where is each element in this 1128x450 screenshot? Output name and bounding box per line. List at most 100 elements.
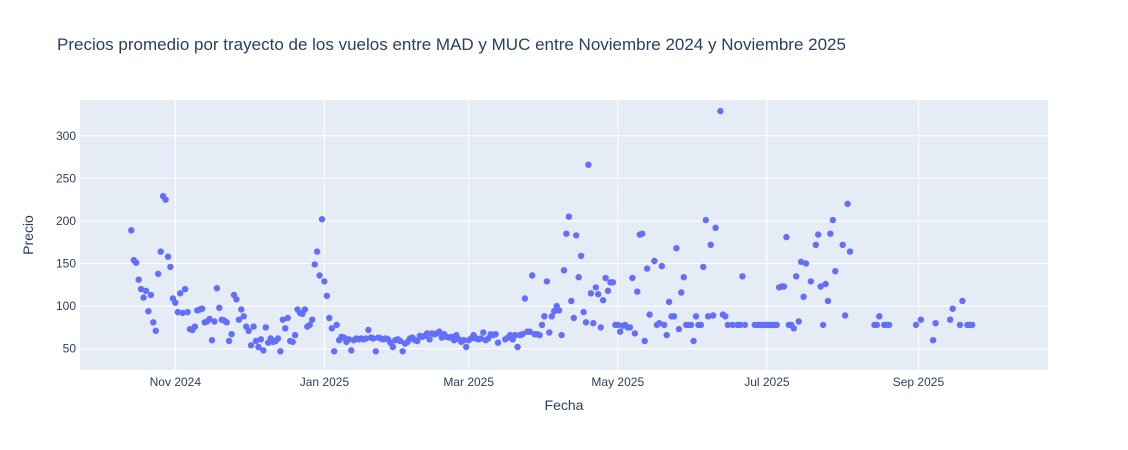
data-point[interactable] — [492, 331, 499, 338]
data-point[interactable] — [309, 316, 316, 323]
data-point[interactable] — [634, 288, 641, 295]
data-point[interactable] — [152, 327, 159, 334]
data-point[interactable] — [208, 337, 216, 344]
data-point[interactable] — [480, 329, 487, 336]
data-point[interactable] — [514, 343, 521, 351]
data-point[interactable] — [797, 258, 805, 265]
data-point[interactable] — [284, 314, 291, 322]
data-point[interactable] — [526, 328, 533, 335]
data-point[interactable] — [602, 274, 609, 282]
data-point[interactable] — [580, 308, 587, 316]
data-point[interactable] — [827, 230, 834, 237]
data-point[interactable] — [279, 316, 287, 323]
data-point[interactable] — [705, 313, 712, 320]
data-point[interactable] — [326, 314, 333, 322]
data-point[interactable] — [575, 274, 582, 281]
data-point[interactable] — [157, 248, 164, 255]
data-point[interactable] — [538, 321, 546, 329]
data-point[interactable] — [233, 296, 240, 303]
data-point[interactable] — [656, 320, 663, 327]
data-point[interactable] — [947, 316, 954, 323]
data-point[interactable] — [348, 347, 355, 354]
data-point[interactable] — [463, 343, 470, 351]
data-point[interactable] — [739, 273, 746, 280]
data-point[interactable] — [917, 316, 925, 323]
data-point[interactable] — [690, 337, 697, 345]
data-point[interactable] — [570, 314, 577, 322]
data-point[interactable] — [155, 270, 162, 277]
data-point[interactable] — [807, 278, 815, 285]
data-point[interactable] — [274, 335, 282, 342]
data-point[interactable] — [741, 321, 749, 329]
data-point[interactable] — [795, 318, 802, 325]
data-point[interactable] — [812, 241, 819, 248]
data-point[interactable] — [140, 294, 147, 301]
data-point[interactable] — [565, 213, 573, 220]
data-point[interactable] — [306, 321, 313, 329]
data-point[interactable] — [331, 348, 338, 355]
data-point[interactable] — [885, 321, 893, 329]
data-point[interactable] — [362, 335, 370, 342]
data-point[interactable] — [150, 319, 157, 326]
data-point[interactable] — [617, 328, 624, 335]
data-point[interactable] — [560, 267, 568, 274]
data-point[interactable] — [568, 297, 575, 305]
data-point[interactable] — [551, 308, 558, 315]
data-point[interactable] — [661, 321, 668, 329]
data-point[interactable] — [929, 337, 937, 344]
data-point[interactable] — [172, 299, 179, 306]
data-point[interactable] — [245, 327, 252, 334]
data-point[interactable] — [912, 321, 920, 329]
data-point[interactable] — [597, 324, 604, 331]
data-point[interactable] — [819, 321, 827, 329]
data-point[interactable] — [829, 216, 837, 224]
data-point[interactable] — [301, 306, 309, 313]
data-point[interactable] — [179, 309, 186, 317]
data-point[interactable] — [783, 233, 790, 241]
data-point[interactable] — [824, 297, 832, 305]
data-point[interactable] — [477, 335, 485, 342]
data-point[interactable] — [563, 230, 570, 237]
data-point[interactable] — [311, 261, 318, 268]
data-point[interactable] — [521, 295, 529, 302]
data-point[interactable] — [702, 216, 709, 224]
data-point[interactable] — [670, 313, 678, 320]
data-point[interactable] — [426, 336, 433, 343]
data-point[interactable] — [494, 339, 502, 346]
data-point[interactable] — [174, 308, 181, 316]
data-point[interactable] — [841, 312, 849, 319]
data-point[interactable] — [257, 336, 265, 343]
data-point[interactable] — [692, 313, 700, 320]
data-point[interactable] — [844, 200, 851, 208]
data-point[interactable] — [631, 330, 639, 337]
data-point[interactable] — [793, 273, 800, 280]
data-point[interactable] — [665, 298, 673, 306]
data-point[interactable] — [289, 338, 296, 346]
data-point[interactable] — [145, 308, 152, 315]
data-point[interactable] — [211, 318, 218, 325]
data-point[interactable] — [614, 321, 621, 329]
data-point[interactable] — [663, 331, 670, 339]
data-point[interactable] — [128, 227, 135, 234]
data-point[interactable] — [313, 248, 321, 255]
data-point[interactable] — [262, 324, 269, 331]
data-point[interactable] — [135, 276, 142, 283]
data-point[interactable] — [697, 321, 705, 329]
data-point[interactable] — [137, 285, 145, 293]
data-point[interactable] — [177, 290, 184, 297]
data-point[interactable] — [573, 232, 580, 239]
data-point[interactable] — [956, 321, 964, 329]
data-point[interactable] — [949, 305, 956, 312]
data-point[interactable] — [680, 274, 687, 281]
data-point[interactable] — [228, 331, 235, 338]
data-point[interactable] — [790, 325, 797, 332]
data-point[interactable] — [365, 326, 372, 334]
data-point[interactable] — [577, 252, 585, 260]
data-point[interactable] — [969, 321, 976, 329]
data-point[interactable] — [318, 216, 326, 223]
data-point[interactable] — [846, 248, 854, 255]
data-point[interactable] — [238, 306, 245, 313]
data-point[interactable] — [167, 263, 174, 271]
data-point[interactable] — [328, 325, 335, 332]
data-point[interactable] — [832, 268, 839, 275]
